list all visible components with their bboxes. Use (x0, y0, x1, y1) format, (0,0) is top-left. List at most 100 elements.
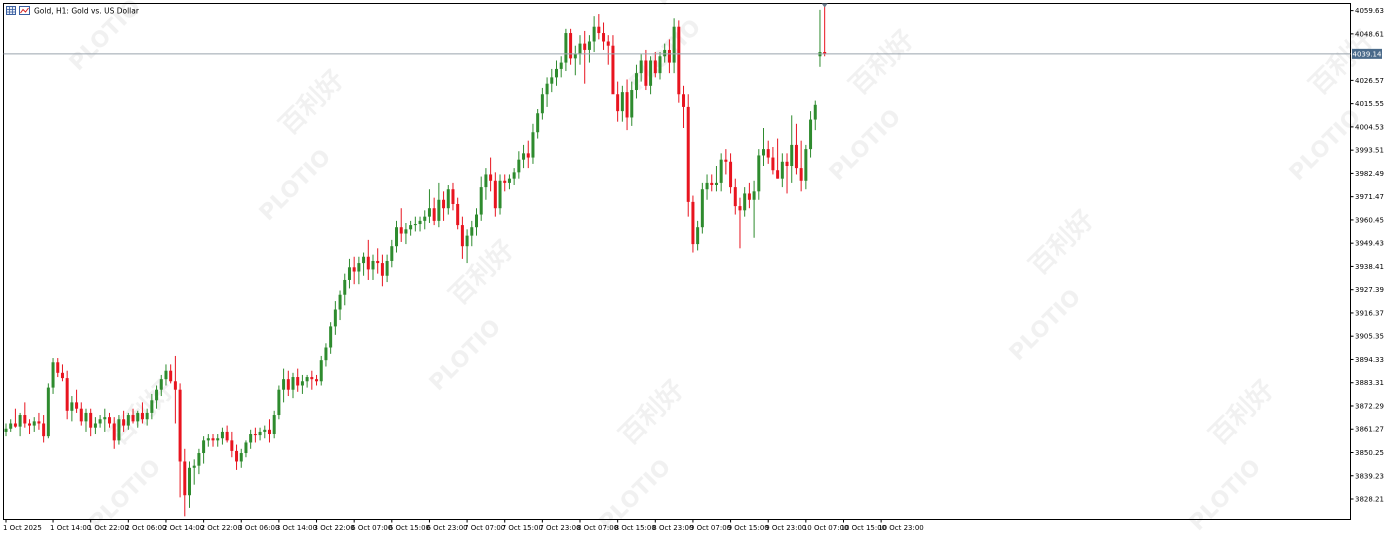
candle[interactable] (362, 252, 366, 276)
candle[interactable] (28, 419, 32, 435)
candle[interactable] (587, 35, 591, 63)
candle[interactable] (13, 408, 17, 428)
grid-icon[interactable] (6, 6, 16, 15)
candle[interactable] (37, 412, 41, 430)
candle[interactable] (465, 229, 469, 264)
candle[interactable] (498, 174, 502, 215)
candle[interactable] (206, 434, 210, 447)
candle[interactable] (286, 370, 290, 397)
candle[interactable] (757, 149, 761, 200)
candle[interactable] (4, 423, 8, 437)
candle[interactable] (79, 402, 83, 426)
candle[interactable] (357, 256, 361, 285)
candle[interactable] (724, 149, 728, 175)
candle[interactable] (804, 144, 808, 190)
candle[interactable] (122, 410, 126, 432)
candle[interactable] (634, 64, 638, 99)
candle[interactable] (235, 444, 239, 470)
candle[interactable] (347, 258, 351, 289)
candle[interactable] (691, 195, 695, 253)
candle[interactable] (442, 191, 446, 221)
candle[interactable] (602, 22, 606, 50)
candle[interactable] (267, 419, 271, 443)
candle[interactable] (395, 220, 399, 253)
candle[interactable] (762, 128, 766, 167)
candle[interactable] (296, 368, 300, 392)
candle[interactable] (277, 385, 281, 420)
candle[interactable] (136, 410, 140, 428)
candle[interactable] (639, 54, 643, 82)
candle[interactable] (507, 174, 511, 190)
candle[interactable] (799, 140, 803, 192)
candle[interactable] (89, 408, 93, 437)
candle[interactable] (423, 210, 427, 230)
candle[interactable] (249, 429, 253, 449)
candle[interactable] (696, 220, 700, 251)
candle[interactable] (9, 419, 13, 432)
candle[interactable] (371, 254, 375, 280)
candle[interactable] (823, 3, 827, 57)
candle[interactable] (197, 448, 201, 475)
candle[interactable] (578, 35, 582, 65)
candle[interactable] (291, 372, 295, 399)
candle[interactable] (606, 35, 610, 65)
candle[interactable] (489, 157, 493, 192)
candle[interactable] (385, 254, 389, 283)
candle[interactable] (540, 87, 544, 120)
candle[interactable] (780, 153, 784, 188)
candle[interactable] (531, 123, 535, 164)
candle[interactable] (597, 14, 601, 40)
candle[interactable] (131, 408, 135, 424)
candle[interactable] (103, 408, 107, 432)
candle[interactable] (315, 374, 319, 386)
candle[interactable] (738, 197, 742, 249)
candle[interactable] (310, 370, 314, 390)
candle[interactable] (550, 68, 554, 93)
candle[interactable] (714, 166, 718, 192)
candle[interactable] (470, 220, 474, 247)
candle[interactable] (404, 222, 408, 245)
candle[interactable] (319, 355, 323, 386)
candle[interactable] (484, 168, 488, 200)
candle[interactable] (658, 52, 662, 80)
candle[interactable] (418, 216, 422, 232)
candle[interactable] (244, 440, 248, 458)
candle[interactable] (719, 153, 723, 192)
candle[interactable] (809, 111, 813, 158)
candle[interactable] (413, 216, 417, 232)
candle[interactable] (747, 182, 751, 209)
candle[interactable] (456, 197, 460, 230)
candle[interactable] (216, 434, 220, 447)
candle[interactable] (329, 322, 333, 354)
candle[interactable] (554, 60, 558, 86)
candle[interactable] (503, 174, 507, 192)
candle[interactable] (178, 383, 182, 498)
candle[interactable] (333, 301, 337, 335)
candle[interactable] (46, 383, 50, 439)
candle[interactable] (460, 216, 464, 259)
candle[interactable] (145, 408, 149, 426)
candle[interactable] (70, 396, 74, 422)
candle[interactable] (126, 412, 130, 430)
candle[interactable] (625, 79, 629, 131)
candle[interactable] (493, 172, 497, 217)
time-axis[interactable]: 1 Oct 2025 1 Oct 14:001 Oct 22:002 Oct 06… (3, 519, 924, 533)
candle[interactable] (159, 374, 163, 397)
candle[interactable] (771, 147, 775, 175)
candle[interactable] (427, 189, 431, 223)
candle[interactable] (84, 408, 88, 432)
candle[interactable] (155, 385, 159, 409)
candle[interactable] (225, 425, 229, 443)
chart-icon[interactable] (19, 6, 30, 15)
candle[interactable] (230, 431, 234, 458)
candle[interactable] (183, 448, 187, 517)
candle[interactable] (479, 176, 483, 221)
candle[interactable] (813, 100, 817, 131)
candle[interactable] (667, 39, 671, 74)
candle[interactable] (112, 417, 116, 449)
candle[interactable] (752, 180, 756, 238)
candle[interactable] (18, 412, 22, 437)
candle[interactable] (220, 427, 224, 445)
candle[interactable] (794, 123, 798, 175)
